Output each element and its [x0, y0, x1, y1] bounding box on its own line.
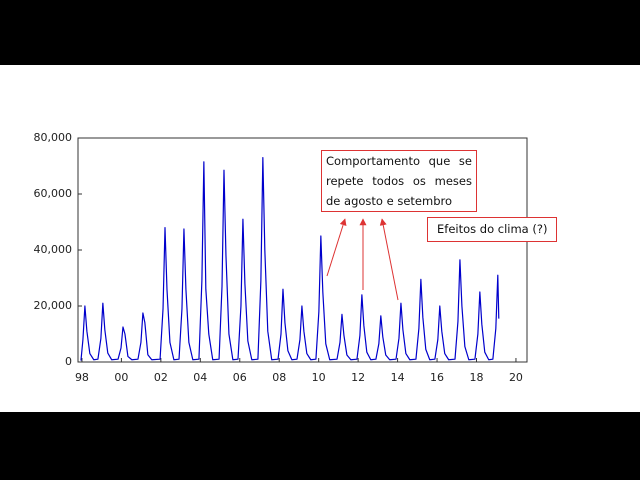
y-tick-label: 80,000 — [34, 131, 73, 144]
arrow — [326, 218, 347, 277]
y-tick-label: 60,000 — [34, 187, 73, 200]
x-tick-label: 16 — [430, 371, 444, 384]
arrow — [379, 218, 399, 301]
x-tick-label: 00 — [114, 371, 128, 384]
x-tick-label: 20 — [509, 371, 523, 384]
x-tick-label: 98 — [75, 371, 89, 384]
y-tick-label: 20,000 — [34, 299, 73, 312]
data-line — [80, 157, 500, 361]
x-tick-label: 10 — [312, 371, 326, 384]
x-tick-label: 02 — [154, 371, 168, 384]
y-tick-label: 0 — [65, 355, 72, 368]
annotation: Efeitos do clima (?) — [427, 217, 557, 242]
x-tick-label: 06 — [233, 371, 247, 384]
x-tick-label: 04 — [193, 371, 207, 384]
annotation: Comportamento que se repete todos os mes… — [321, 150, 477, 212]
x-tick-label: 14 — [391, 371, 405, 384]
x-tick-label: 12 — [351, 371, 365, 384]
y-tick-label: 40,000 — [34, 243, 73, 256]
x-tick-label: 18 — [469, 371, 483, 384]
x-tick-label: 08 — [272, 371, 286, 384]
